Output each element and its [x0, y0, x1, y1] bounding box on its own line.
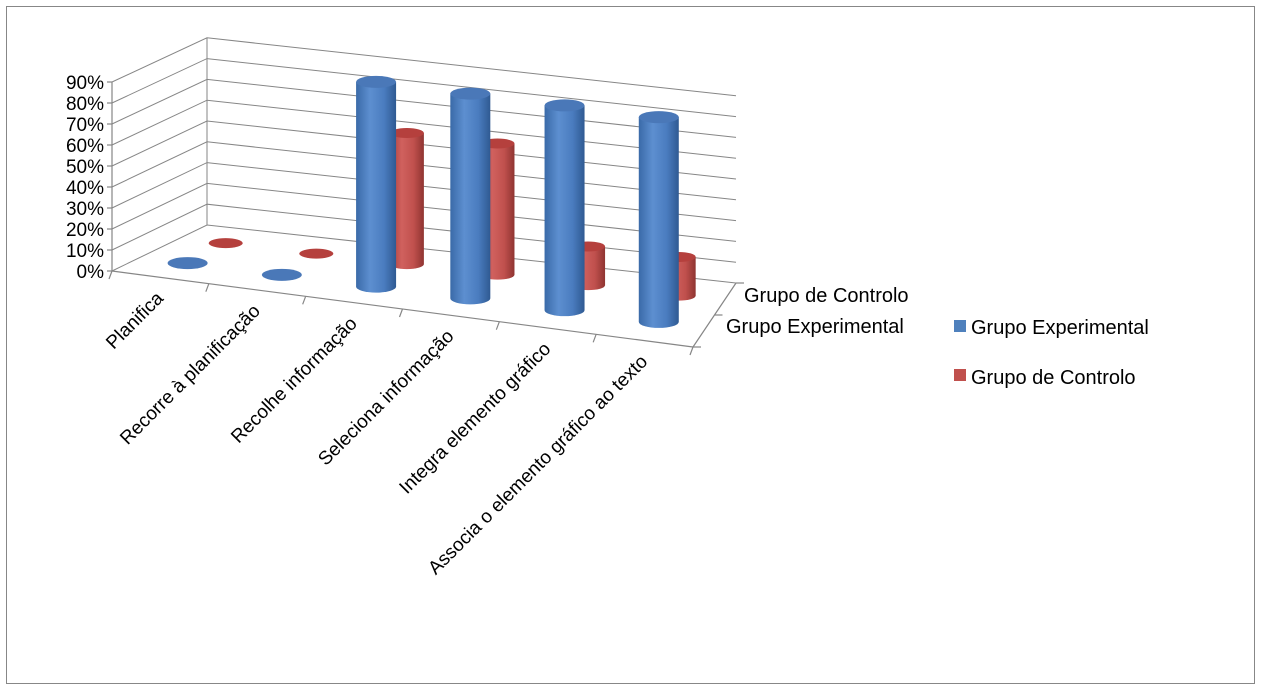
y-tick-label: 10%: [66, 241, 104, 262]
bar-experimental-3: [450, 87, 491, 305]
y-tick-label: 90%: [66, 73, 104, 94]
x-tick-mark: [398, 308, 404, 318]
y-axis-ticks: 0%10%20%30%40%50%60%70%80%90%: [66, 73, 104, 283]
x-category-label: Associa o elemento gráfico ao texto: [424, 351, 652, 579]
bar-experimental-5: [638, 111, 679, 328]
bar-controlo-0-base: [208, 238, 243, 249]
bar-controlo-2-top: [389, 127, 424, 138]
bar-experimental-4-top: [544, 99, 585, 112]
legend-swatch-experimental: [954, 320, 966, 332]
x-tick-mark: [205, 283, 210, 292]
y-tick-label: 70%: [66, 115, 104, 136]
bar-experimental-1: [261, 268, 302, 281]
x-tick-mark: [495, 321, 500, 330]
bar-experimental-4-body: [544, 105, 585, 317]
chart-frame: [6, 6, 1255, 684]
bar-experimental-2-top: [356, 75, 397, 88]
y-tick-label: 50%: [66, 157, 104, 178]
bar-controlo-1-base: [299, 248, 334, 259]
bar-controlo-2: [389, 127, 424, 270]
bar-experimental-2-body: [356, 81, 397, 293]
y-tick-label: 40%: [66, 178, 104, 199]
x-tick-mark: [689, 346, 694, 356]
bar-experimental-4: [544, 99, 585, 317]
y-tick-label: 30%: [66, 199, 104, 220]
bar-experimental-3-top: [450, 87, 491, 100]
gridline: [111, 58, 737, 118]
y-tick-label: 20%: [66, 220, 104, 241]
legend-label-controlo: Grupo de Controlo: [971, 367, 1136, 389]
bar-experimental-0-base: [167, 257, 208, 270]
y-tick-label: 60%: [66, 136, 104, 157]
legend-label-experimental: Grupo Experimental: [971, 317, 1149, 339]
bars: [167, 75, 696, 328]
x-tick-mark: [302, 296, 307, 305]
y-tick-label: 80%: [66, 94, 104, 115]
bar-experimental-5-top: [638, 111, 679, 124]
legend: Grupo Experimental Grupo de Controlo: [954, 317, 1149, 389]
bar-controlo-1: [299, 248, 334, 259]
gridline: [111, 37, 737, 97]
bar-experimental-2: [356, 75, 397, 293]
depth-label-experimental: Grupo Experimental: [726, 316, 904, 338]
bar-experimental-3-body: [450, 93, 491, 305]
bar-experimental-1-base: [261, 268, 302, 281]
x-tick-mark: [592, 334, 597, 343]
bar-experimental-0: [167, 257, 208, 270]
bar-controlo-2-body: [389, 132, 424, 270]
bar-experimental-5-body: [638, 117, 679, 328]
x-tick-mark: [108, 270, 113, 280]
bar-controlo-0: [208, 238, 243, 249]
x-category-label: Planifica: [102, 288, 168, 354]
y-tick-label: 0%: [77, 262, 105, 283]
legend-swatch-controlo: [954, 369, 966, 381]
depth-label-controlo: Grupo de Controlo: [744, 285, 909, 307]
